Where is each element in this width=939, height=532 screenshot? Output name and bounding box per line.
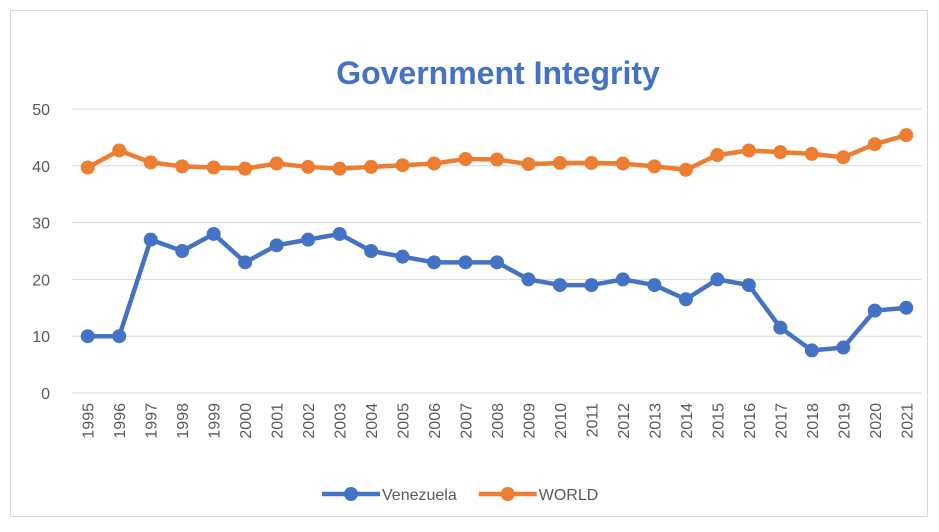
data-point	[175, 159, 190, 174]
data-point	[836, 340, 851, 355]
x-tick-label: 1996	[112, 403, 129, 439]
y-tick-label: 20	[32, 272, 50, 289]
data-point	[458, 255, 473, 270]
data-point	[867, 137, 882, 152]
data-point	[143, 232, 158, 247]
x-tick-label: 2005	[396, 403, 413, 439]
x-tick-label: 2012	[616, 403, 633, 439]
x-tick-label: 2002	[301, 403, 318, 439]
x-tick-label: 2016	[742, 403, 759, 439]
x-tick-label: 2021	[899, 403, 916, 439]
data-point	[80, 329, 95, 344]
legend-marker	[500, 487, 515, 501]
data-point	[678, 162, 693, 177]
data-point	[521, 157, 536, 172]
data-point	[552, 155, 567, 170]
data-point	[364, 159, 379, 174]
legend-marker	[344, 487, 358, 501]
x-tick-label: 2011	[584, 403, 601, 438]
y-tick-label: 0	[41, 386, 50, 403]
data-point	[238, 255, 253, 270]
x-tick-label: 2004	[364, 403, 381, 439]
data-point	[364, 244, 379, 258]
x-tick-label: 1995	[81, 403, 98, 439]
y-tick-label: 10	[32, 329, 50, 346]
data-point	[458, 151, 473, 166]
data-point	[741, 278, 756, 293]
x-tick-label: 2017	[773, 403, 790, 439]
x-tick-label: 2007	[459, 403, 476, 439]
legend-label: WORLD	[539, 487, 599, 504]
data-point	[112, 143, 127, 158]
x-tick-label: 2006	[427, 403, 444, 439]
x-tick-label: 2018	[805, 403, 822, 439]
data-point	[269, 238, 284, 253]
y-tick-label: 30	[32, 216, 50, 233]
data-point	[647, 159, 662, 174]
chart-title: Government Integrity	[336, 55, 660, 91]
data-point	[899, 128, 914, 143]
x-tick-label: 2003	[333, 403, 350, 439]
legend-label: Venezuela	[382, 487, 457, 504]
x-tick-label: 2020	[868, 403, 885, 439]
x-tick-label: 2009	[521, 403, 538, 439]
data-point	[112, 329, 127, 344]
data-point	[584, 155, 599, 170]
x-tick-label: 2008	[490, 403, 507, 439]
data-point	[427, 255, 442, 270]
data-point	[490, 255, 504, 270]
data-point	[710, 148, 725, 163]
data-point	[80, 160, 95, 175]
data-point	[395, 249, 410, 264]
data-point	[804, 146, 819, 161]
data-point	[427, 156, 442, 171]
x-tick-label: 2015	[710, 403, 727, 439]
x-tick-label: 2001	[270, 403, 287, 439]
x-tick-label: 2019	[836, 403, 853, 439]
x-tick-label: 1998	[175, 403, 192, 439]
x-tick-label: 2014	[679, 403, 696, 439]
data-point	[615, 272, 630, 287]
data-point	[773, 145, 788, 160]
data-point	[552, 278, 567, 293]
data-point	[301, 159, 316, 174]
data-point	[773, 320, 788, 335]
data-point	[269, 156, 284, 171]
data-point	[741, 143, 756, 158]
x-tick-label: 2010	[553, 403, 570, 439]
data-point	[206, 226, 221, 241]
data-point	[804, 343, 819, 358]
data-point	[332, 226, 347, 241]
data-point	[678, 292, 693, 307]
data-point	[301, 232, 316, 247]
x-tick-label: 1999	[207, 403, 224, 439]
data-point	[395, 158, 410, 173]
x-tick-label: 1997	[144, 403, 161, 439]
data-point	[615, 156, 630, 171]
data-point	[206, 160, 221, 175]
data-point	[899, 300, 914, 315]
data-point	[647, 278, 662, 293]
data-point	[143, 155, 158, 170]
data-point	[332, 161, 347, 176]
x-tick-label: 2000	[238, 403, 255, 439]
y-tick-label: 50	[32, 102, 50, 119]
data-point	[490, 152, 504, 167]
data-point	[710, 272, 725, 287]
data-point	[867, 303, 882, 318]
data-point	[836, 150, 851, 165]
y-tick-label: 40	[32, 159, 50, 176]
data-point	[175, 244, 190, 258]
data-point	[238, 161, 253, 176]
data-point	[584, 278, 599, 293]
data-point	[521, 272, 536, 287]
x-tick-label: 2013	[647, 403, 664, 439]
